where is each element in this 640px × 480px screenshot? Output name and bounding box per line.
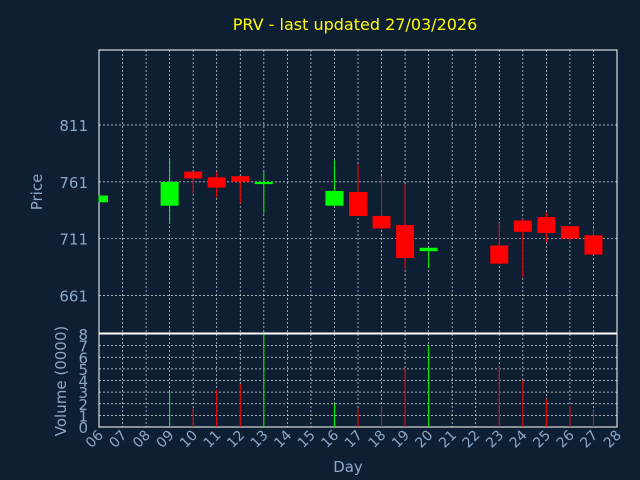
x-tick-label: 11 — [201, 428, 225, 452]
x-tick-label: 07 — [106, 428, 130, 452]
candle-body — [99, 195, 108, 203]
volume-bars — [169, 334, 594, 427]
candle-body — [372, 215, 391, 229]
volume-tick-label: 7 — [78, 338, 88, 356]
price-tick-label: 661 — [59, 287, 88, 305]
volume-tick-label: 5 — [78, 361, 88, 379]
volume-tick-label: 8 — [78, 326, 88, 344]
x-tick-label: 19 — [389, 428, 413, 452]
x-tick-label: 21 — [436, 428, 460, 452]
candle-body — [560, 226, 579, 239]
x-tick-label: 20 — [413, 428, 437, 452]
candles — [98, 157, 603, 278]
x-tick-label: 23 — [483, 428, 507, 452]
x-axis: 06 07 08 09 10 11 12 13 14 15 16 17 18 19 20 21 22 23 24 25… — [83, 427, 625, 451]
price-axis-label: Price — [28, 174, 46, 211]
volume-tick-label: 1 — [78, 407, 88, 425]
x-tick-label: 24 — [507, 427, 531, 451]
x-tick-label: 12 — [224, 428, 248, 452]
x-tick-label: 10 — [177, 428, 201, 452]
price-axis: 661 711 761 811 — [59, 117, 88, 305]
candle-body — [513, 220, 532, 232]
x-tick-label: 09 — [154, 428, 178, 452]
candle-body — [160, 181, 179, 206]
candle-body — [254, 181, 273, 185]
x-tick-label: 17 — [342, 428, 366, 452]
candle-body — [584, 235, 603, 255]
x-tick-label: 08 — [130, 428, 154, 452]
volume-axis-label: Volume (0000) — [52, 326, 70, 436]
x-tick-label: 15 — [295, 428, 319, 452]
x-tick-label: 26 — [554, 427, 578, 451]
x-tick-label: 16 — [318, 427, 342, 451]
candle-body — [490, 245, 509, 264]
candle-body — [207, 177, 226, 188]
volume-tick-label: 0 — [78, 419, 88, 437]
chart-title: PRV - last updated 27/03/2026 — [233, 15, 478, 34]
x-tick-label: 25 — [530, 428, 554, 452]
x-tick-label: 18 — [365, 428, 389, 452]
candle-body — [396, 225, 415, 258]
x-tick-label: 13 — [248, 428, 272, 452]
x-axis-label: Day — [333, 458, 363, 476]
price-tick-label: 761 — [59, 174, 88, 192]
candle-body — [231, 176, 250, 182]
candle-body — [419, 247, 438, 252]
volume-tick-label: 2 — [78, 396, 88, 414]
x-tick-label: 22 — [460, 428, 484, 452]
volume-tick-label: 3 — [78, 384, 88, 402]
volume-tick-label: 4 — [78, 373, 88, 391]
x-tick-label: 14 — [271, 427, 295, 451]
x-tick-label: 28 — [601, 428, 625, 452]
candle-body — [184, 171, 203, 179]
volume-tick-label: 6 — [78, 349, 88, 367]
x-tick-label: 27 — [577, 428, 601, 452]
candle-body — [537, 217, 556, 233]
price-tick-label: 811 — [59, 117, 88, 135]
candle-body — [349, 192, 367, 216]
price-tick-label: 711 — [59, 231, 88, 249]
candle-body — [325, 190, 344, 206]
